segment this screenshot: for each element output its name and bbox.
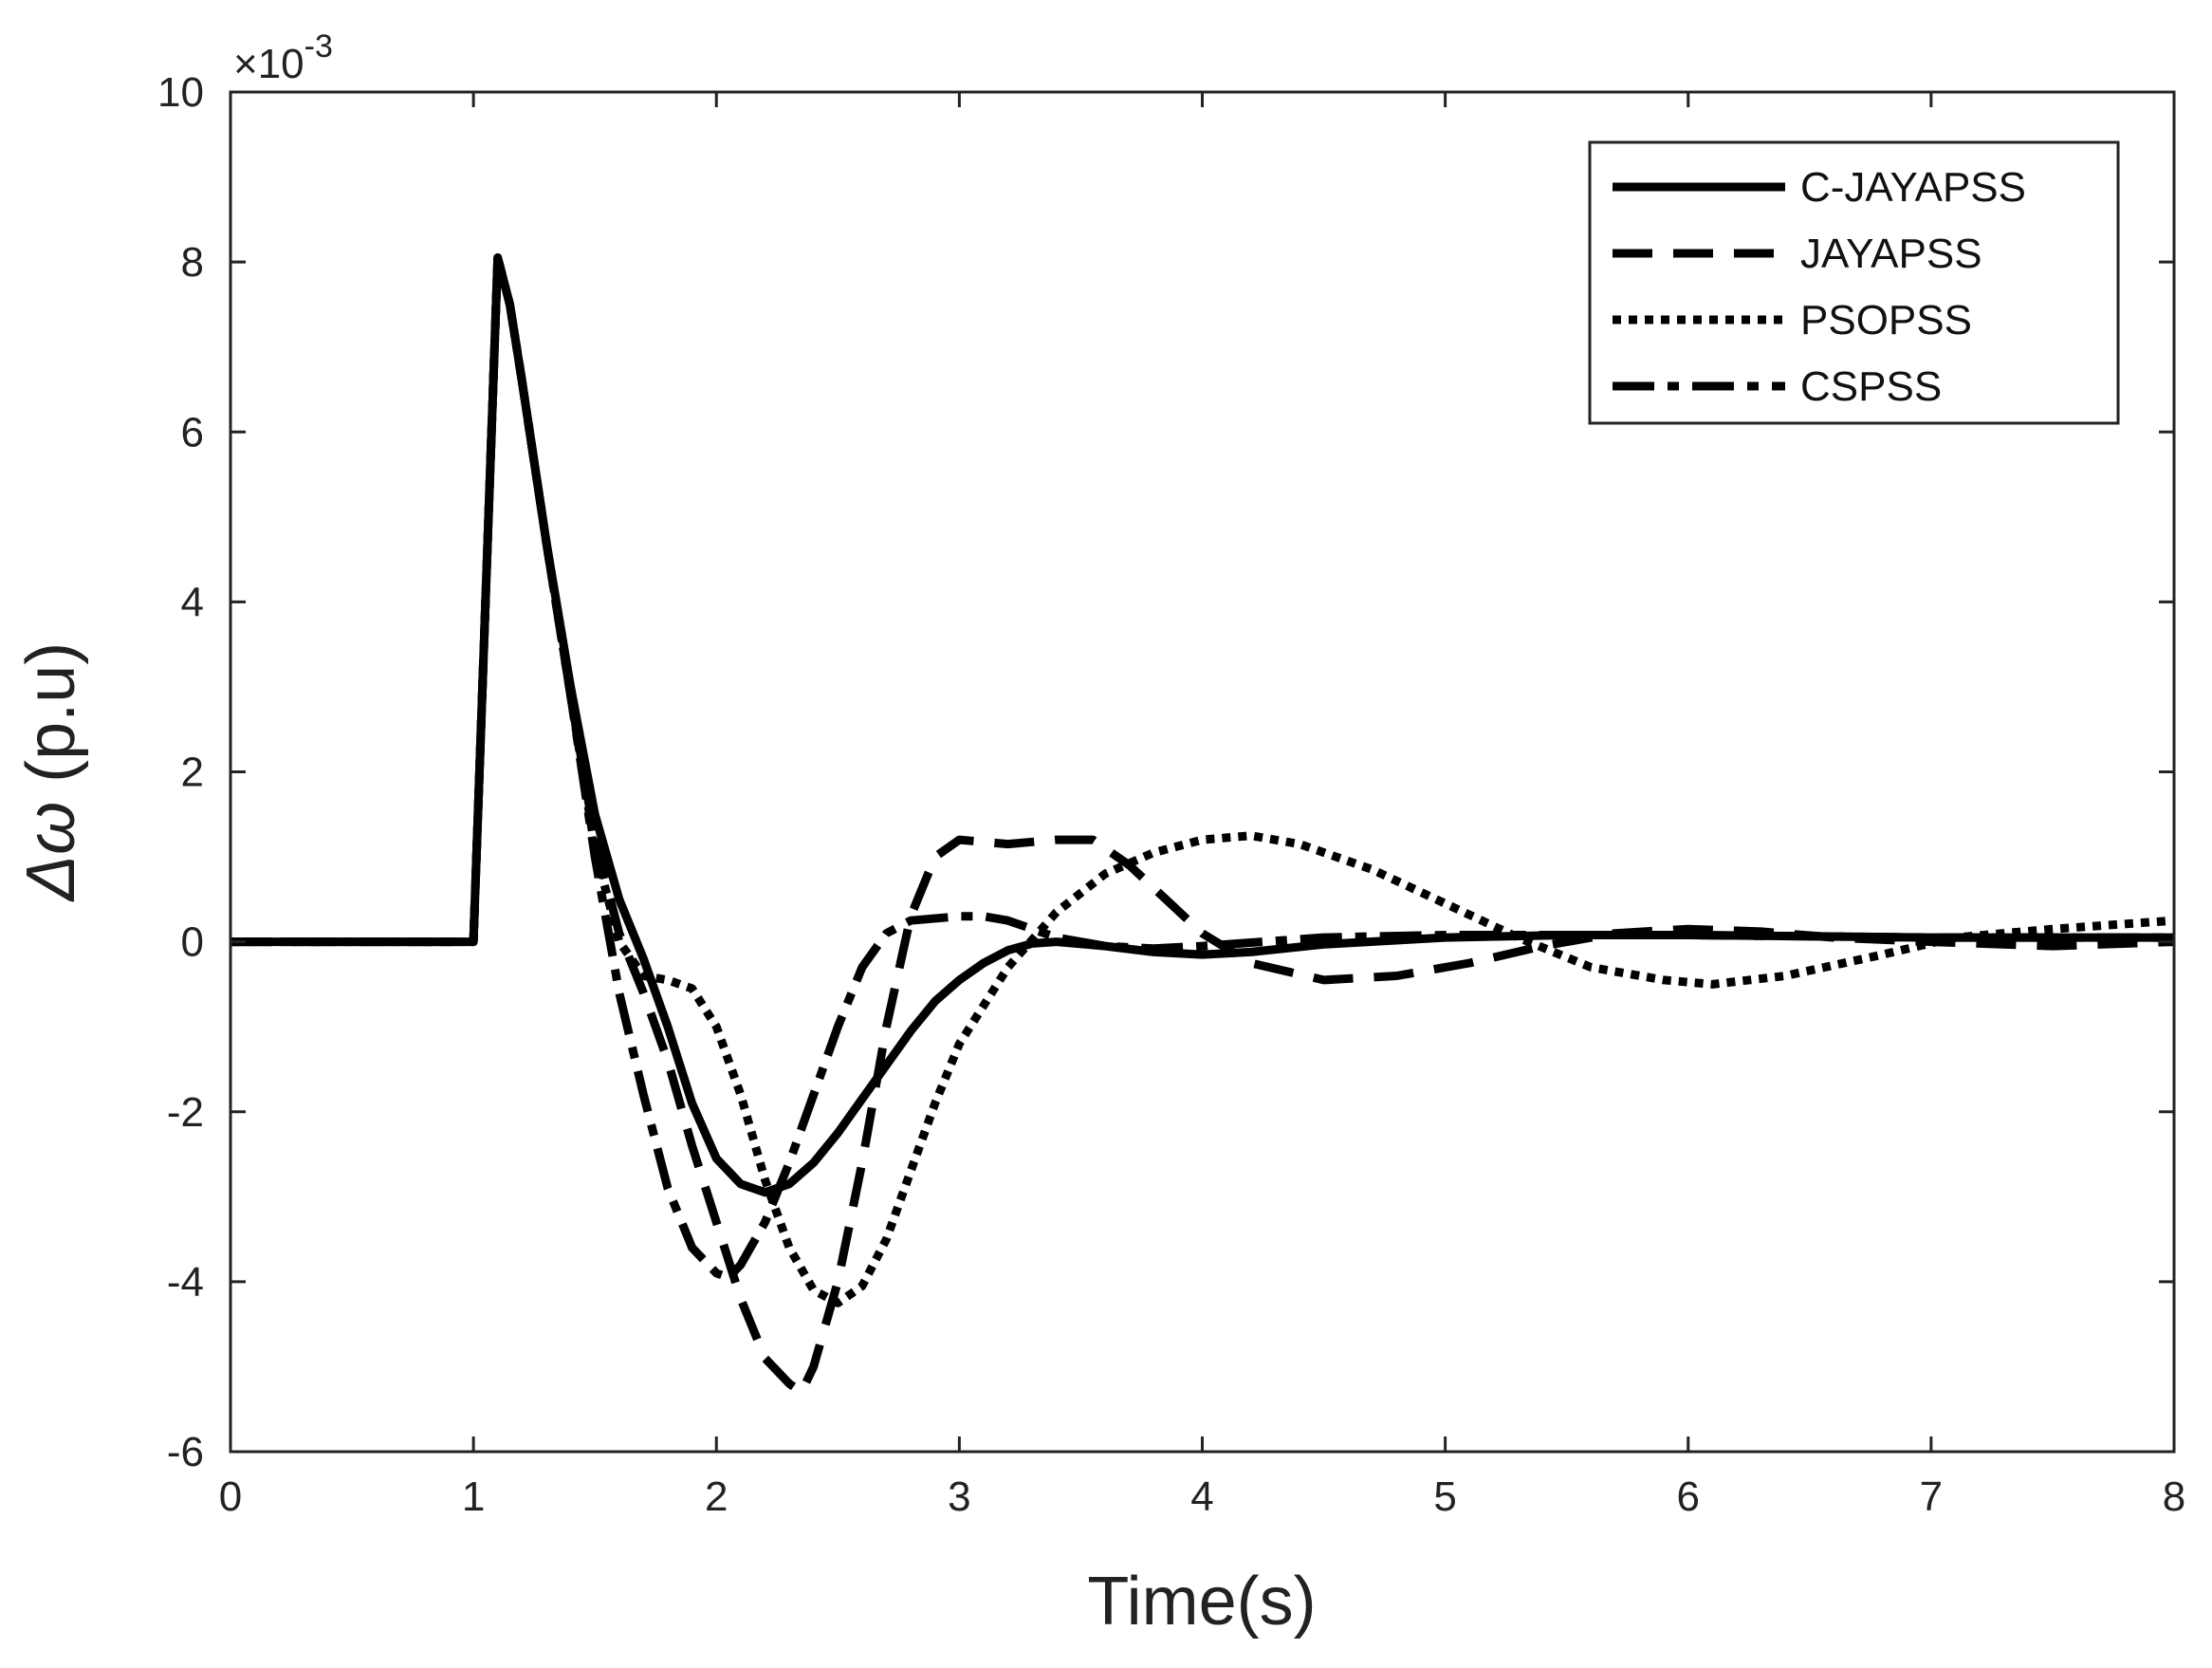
legend-label-cspss: CSPSS (1800, 363, 1942, 410)
series-layer (230, 253, 2175, 1397)
y-exponent-prefix: ×10 (233, 41, 304, 87)
y-axis-unit: (p.u) (13, 642, 89, 802)
legend: C-JAYAPSS JAYAPSS PSOPSS CSPSS (1588, 140, 2120, 425)
y-tick-label: -6 (167, 1429, 204, 1475)
y-tick-label: 2 (181, 750, 204, 796)
y-tick-label: 4 (181, 579, 204, 625)
x-tick-label: 5 (1433, 1473, 1456, 1520)
x-tick-label: 7 (1920, 1473, 1943, 1520)
series-line-cspss (230, 253, 2174, 1282)
legend-label-c-jayapss: C-JAYAPSS (1800, 164, 2026, 211)
x-tick-label: 1 (462, 1473, 485, 1520)
x-tick-label: 6 (1677, 1473, 1700, 1520)
y-tick-label: 8 (181, 239, 204, 286)
x-tick-label: 2 (705, 1473, 728, 1520)
y-tick-label: 10 (157, 69, 204, 116)
y-tick-label: 0 (181, 919, 204, 966)
y-tick-label: -2 (167, 1089, 204, 1136)
legend-label-jayapss: JAYAPSS (1800, 231, 1982, 277)
y-axis-symbol: Δω (13, 802, 89, 902)
x-tick-label: 0 (219, 1473, 242, 1520)
x-tick-label: 3 (948, 1473, 970, 1520)
legend-label-psopss: PSOPSS (1800, 297, 1972, 343)
y-exponent-label: ×10-3 (233, 28, 333, 87)
y-exponent-power: -3 (304, 28, 333, 65)
y-axis-title: Δω (p.u) (13, 642, 89, 902)
y-tick-label: -4 (167, 1259, 204, 1306)
legend-items: C-JAYAPSS JAYAPSS PSOPSS CSPSS (1613, 164, 2026, 410)
tick-layer: 0 1 2 3 4 5 6 7 8 -6 -4 -2 0 2 4 6 8 10 (157, 69, 2185, 1520)
x-axis-title: Time(s) (1087, 1564, 1316, 1640)
x-tick-label: 4 (1190, 1473, 1213, 1520)
x-tick-label: 8 (2163, 1473, 2185, 1520)
y-tick-label: 6 (181, 409, 204, 455)
